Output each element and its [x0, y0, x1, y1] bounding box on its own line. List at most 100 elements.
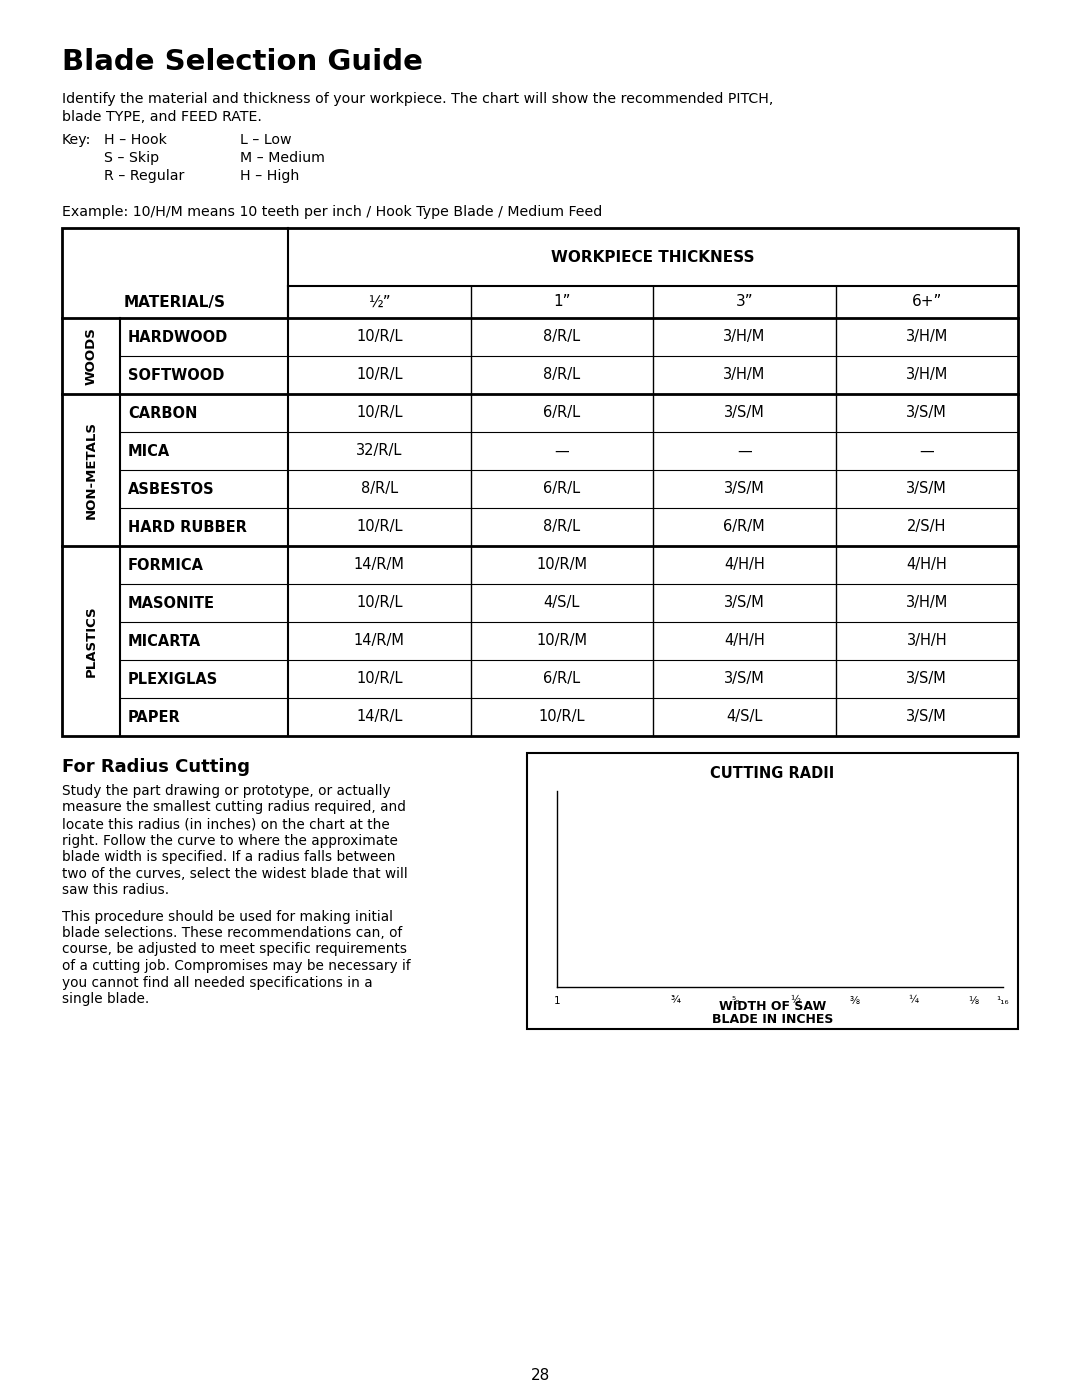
Text: ¹₁₆: ¹₁₆ [997, 996, 1010, 1006]
Text: Blade Selection Guide: Blade Selection Guide [62, 47, 423, 75]
Text: 4/H/H: 4/H/H [906, 557, 947, 573]
Text: R – Regular: R – Regular [104, 169, 185, 183]
Text: 8/R/L: 8/R/L [543, 520, 580, 535]
Bar [527, 753, 1018, 1028]
Text: ⅜: ⅜ [849, 996, 860, 1006]
Text: 6/R/L: 6/R/L [543, 482, 580, 496]
Text: course, be adjusted to meet specific requirements: course, be adjusted to meet specific req… [62, 943, 407, 957]
Text: two of the curves, select the widest blade that will: two of the curves, select the widest bla… [62, 866, 408, 880]
Text: right. Follow the curve to where the approximate: right. Follow the curve to where the app… [62, 834, 397, 848]
Text: 8/R/L: 8/R/L [543, 367, 580, 383]
Text: M – Medium: M – Medium [240, 151, 325, 165]
Text: 10/R/M: 10/R/M [537, 557, 588, 573]
Bar [62, 228, 1018, 736]
Text: PAPER: PAPER [129, 710, 180, 725]
Text: measure the smallest cutting radius required, and: measure the smallest cutting radius requ… [62, 800, 406, 814]
Text: CARBON: CARBON [129, 405, 198, 420]
Text: 3/S/M: 3/S/M [724, 672, 765, 686]
Text: —: — [737, 443, 752, 458]
Text: 3/H/M: 3/H/M [906, 595, 948, 610]
Text: BLADE IN INCHES: BLADE IN INCHES [712, 1013, 833, 1025]
Text: 32/R/L: 32/R/L [356, 443, 403, 458]
Text: ¾: ¾ [671, 996, 680, 1006]
Text: —: — [554, 443, 569, 458]
Text: 1”: 1” [553, 295, 570, 310]
Text: 3/H/M: 3/H/M [724, 367, 766, 383]
Text: ¼: ¼ [908, 996, 919, 1006]
Text: L – Low: L – Low [240, 133, 292, 147]
Text: SOFTWOOD: SOFTWOOD [129, 367, 225, 383]
Text: 3/H/H: 3/H/H [906, 633, 947, 648]
Text: PLASTICS: PLASTICS [84, 605, 97, 676]
Text: 1: 1 [554, 996, 561, 1006]
Text: PLEXIGLAS: PLEXIGLAS [129, 672, 218, 686]
Text: 3/S/M: 3/S/M [906, 405, 947, 420]
Text: ½”: ½” [368, 295, 391, 310]
Text: 10/R/L: 10/R/L [356, 330, 403, 345]
Text: 3/S/M: 3/S/M [906, 710, 947, 725]
Text: For Radius Cutting: For Radius Cutting [62, 759, 249, 775]
Text: 3/S/M: 3/S/M [724, 482, 765, 496]
Text: 6/R/M: 6/R/M [724, 520, 765, 535]
Text: ⁵₈: ⁵₈ [731, 996, 740, 1006]
Text: blade TYPE, and FEED RATE.: blade TYPE, and FEED RATE. [62, 110, 261, 124]
Text: locate this radius (in inches) on the chart at the: locate this radius (in inches) on the ch… [62, 817, 390, 831]
Text: 6/R/L: 6/R/L [543, 405, 580, 420]
Text: 10/R/L: 10/R/L [356, 405, 403, 420]
Text: MICARTA: MICARTA [129, 633, 201, 648]
Text: 14/R/M: 14/R/M [354, 557, 405, 573]
Text: S – Skip: S – Skip [104, 151, 159, 165]
Text: you cannot find all needed specifications in a: you cannot find all needed specification… [62, 975, 373, 989]
Text: Key:: Key: [62, 133, 92, 147]
Text: MICA: MICA [129, 443, 171, 458]
Text: 3/S/M: 3/S/M [724, 595, 765, 610]
Text: single blade.: single blade. [62, 992, 149, 1006]
Text: 28: 28 [530, 1368, 550, 1383]
Text: blade width is specified. If a radius falls between: blade width is specified. If a radius fa… [62, 849, 395, 863]
Text: ½: ½ [789, 996, 800, 1006]
Text: WIDTH OF SAW: WIDTH OF SAW [719, 1000, 826, 1013]
Text: NON-METALS: NON-METALS [84, 420, 97, 520]
Text: CUTTING RADII: CUTTING RADII [711, 766, 835, 781]
Text: 10/R/L: 10/R/L [539, 710, 585, 725]
Text: saw this radius.: saw this radius. [62, 883, 170, 897]
Text: 10/R/L: 10/R/L [356, 595, 403, 610]
Text: 3”: 3” [735, 295, 753, 310]
Text: 3/H/M: 3/H/M [906, 367, 948, 383]
Text: Identify the material and thickness of your workpiece. The chart will show the r: Identify the material and thickness of y… [62, 92, 773, 106]
Text: Example: 10/H/M means 10 teeth per inch / Hook Type Blade / Medium Feed: Example: 10/H/M means 10 teeth per inch … [62, 205, 603, 219]
Text: MATERIAL/S: MATERIAL/S [124, 295, 226, 310]
Text: 3/S/M: 3/S/M [724, 405, 765, 420]
Text: blade selections. These recommendations can, of: blade selections. These recommendations … [62, 926, 402, 940]
Text: 8/R/L: 8/R/L [361, 482, 397, 496]
Text: 10/R/L: 10/R/L [356, 367, 403, 383]
Text: 14/R/L: 14/R/L [356, 710, 403, 725]
Text: 2/S/H: 2/S/H [907, 520, 946, 535]
Text: H – Hook: H – Hook [104, 133, 167, 147]
Text: HARDWOOD: HARDWOOD [129, 330, 228, 345]
Text: ⅛: ⅛ [968, 996, 978, 1006]
Text: 3/H/M: 3/H/M [906, 330, 948, 345]
Text: 10/R/L: 10/R/L [356, 520, 403, 535]
Text: 4/H/H: 4/H/H [724, 557, 765, 573]
Text: ASBESTOS: ASBESTOS [129, 482, 215, 496]
Text: 10/R/M: 10/R/M [537, 633, 588, 648]
Text: WOODS: WOODS [84, 327, 97, 386]
Text: HARD RUBBER: HARD RUBBER [129, 520, 247, 535]
Text: 3/H/M: 3/H/M [724, 330, 766, 345]
Text: 4/S/L: 4/S/L [543, 595, 580, 610]
Text: 4/H/H: 4/H/H [724, 633, 765, 648]
Text: H – High: H – High [240, 169, 299, 183]
Text: 3/S/M: 3/S/M [906, 482, 947, 496]
Text: 6+”: 6+” [912, 295, 942, 310]
Text: of a cutting job. Compromises may be necessary if: of a cutting job. Compromises may be nec… [62, 958, 410, 972]
Text: 6/R/L: 6/R/L [543, 672, 580, 686]
Text: This procedure should be used for making initial: This procedure should be used for making… [62, 909, 393, 923]
Text: Study the part drawing or prototype, or actually: Study the part drawing or prototype, or … [62, 784, 391, 798]
Text: 4/S/L: 4/S/L [726, 710, 762, 725]
Text: WORKPIECE THICKNESS: WORKPIECE THICKNESS [551, 250, 755, 264]
Text: 8/R/L: 8/R/L [543, 330, 580, 345]
Text: —: — [919, 443, 934, 458]
Text: MASONITE: MASONITE [129, 595, 215, 610]
Text: 10/R/L: 10/R/L [356, 672, 403, 686]
